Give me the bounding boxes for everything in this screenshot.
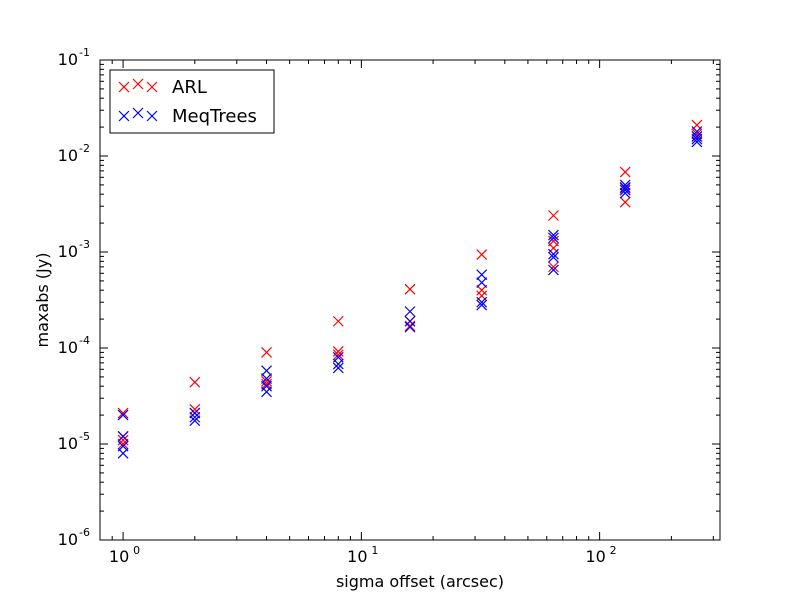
y-tick-label: 10 — [58, 530, 78, 549]
data-point — [476, 269, 488, 281]
axes-frame — [99, 59, 721, 541]
y-tick-label-exponent: -3 — [79, 238, 90, 251]
legend-label: MeqTrees — [172, 106, 257, 127]
legend-marker — [132, 107, 144, 119]
data-point — [117, 430, 129, 442]
marks-layer — [117, 119, 703, 459]
x-tick-label-exponent: 1 — [371, 544, 378, 557]
data-point — [261, 365, 272, 377]
y-tick-label-exponent: -2 — [79, 142, 90, 155]
legend-entry-arl: ARL — [118, 77, 207, 98]
data-point — [261, 378, 272, 390]
data-point — [261, 375, 272, 387]
data-point — [619, 184, 631, 196]
data-point — [619, 182, 631, 193]
data-point — [117, 407, 129, 419]
data-point — [189, 376, 201, 388]
data-point — [189, 407, 201, 419]
x-tick-label: 10 — [585, 547, 605, 566]
legend: ARL MeqTrees — [109, 69, 275, 134]
data-point — [261, 373, 272, 385]
data-point — [476, 299, 488, 311]
data-point — [117, 447, 129, 459]
x-axis-label: sigma offset (arcsec) — [336, 572, 504, 591]
y-tick-label: 10 — [58, 242, 78, 261]
data-point — [548, 210, 559, 221]
y-tick-label: 10 — [58, 50, 78, 69]
data-point — [619, 196, 631, 208]
data-point — [261, 386, 272, 398]
x-tick-label-exponent: 2 — [610, 544, 617, 557]
y-axis-label: maxabs (Jy) — [33, 253, 52, 348]
data-point — [691, 130, 703, 142]
data-point — [548, 261, 559, 273]
data-point — [189, 403, 201, 415]
series-meqtrees — [117, 126, 703, 459]
legend-marker — [118, 110, 130, 122]
data-point — [261, 380, 272, 392]
legend-marker — [132, 78, 144, 90]
y-tick-label: 10 — [58, 434, 78, 453]
y-tick-label: 10 — [58, 146, 78, 165]
data-point — [548, 229, 559, 241]
legend-marker — [146, 110, 158, 122]
legend-box — [109, 69, 275, 134]
axes-layer: 10 0 10 1 10 210 -610 -510 -410 -310 -210 -1 — [58, 46, 721, 566]
data-point — [476, 249, 488, 261]
data-point — [619, 179, 631, 191]
data-point — [189, 415, 201, 427]
data-point — [476, 284, 488, 296]
x-tick-label-exponent: 0 — [133, 544, 140, 557]
data-point — [619, 182, 631, 194]
data-point — [404, 320, 416, 332]
x-tick-label: 10 — [347, 547, 367, 566]
data-point — [548, 248, 559, 260]
legend-entry-meqtrees: MeqTrees — [118, 106, 257, 127]
data-point — [548, 232, 559, 244]
data-point — [619, 166, 631, 178]
y-tick-label-exponent: -5 — [79, 430, 90, 443]
data-point — [691, 133, 703, 145]
x-tick-label: 10 — [109, 547, 129, 566]
data-point — [691, 126, 703, 137]
data-point — [189, 411, 201, 423]
data-point — [332, 362, 344, 374]
data-point — [691, 136, 703, 148]
data-point — [117, 409, 129, 421]
y-tick-label-exponent: -6 — [79, 526, 90, 539]
data-point — [404, 306, 416, 317]
data-point — [404, 283, 416, 295]
legend-label: ARL — [172, 77, 207, 98]
data-point — [548, 264, 559, 276]
data-point — [476, 277, 488, 289]
data-point — [332, 315, 344, 327]
data-point — [691, 128, 703, 140]
y-tick-label: 10 — [58, 338, 78, 357]
y-tick-label-exponent: -1 — [79, 46, 90, 59]
data-point — [332, 358, 344, 370]
data-point — [404, 321, 416, 333]
data-point — [332, 349, 344, 361]
data-point — [117, 438, 129, 450]
data-point — [619, 187, 631, 199]
y-tick-label-exponent: -4 — [79, 334, 90, 347]
legend-marker — [118, 81, 130, 93]
data-point — [548, 251, 559, 263]
data-point — [476, 296, 488, 308]
data-point — [261, 346, 272, 358]
legend-marker — [146, 81, 158, 93]
